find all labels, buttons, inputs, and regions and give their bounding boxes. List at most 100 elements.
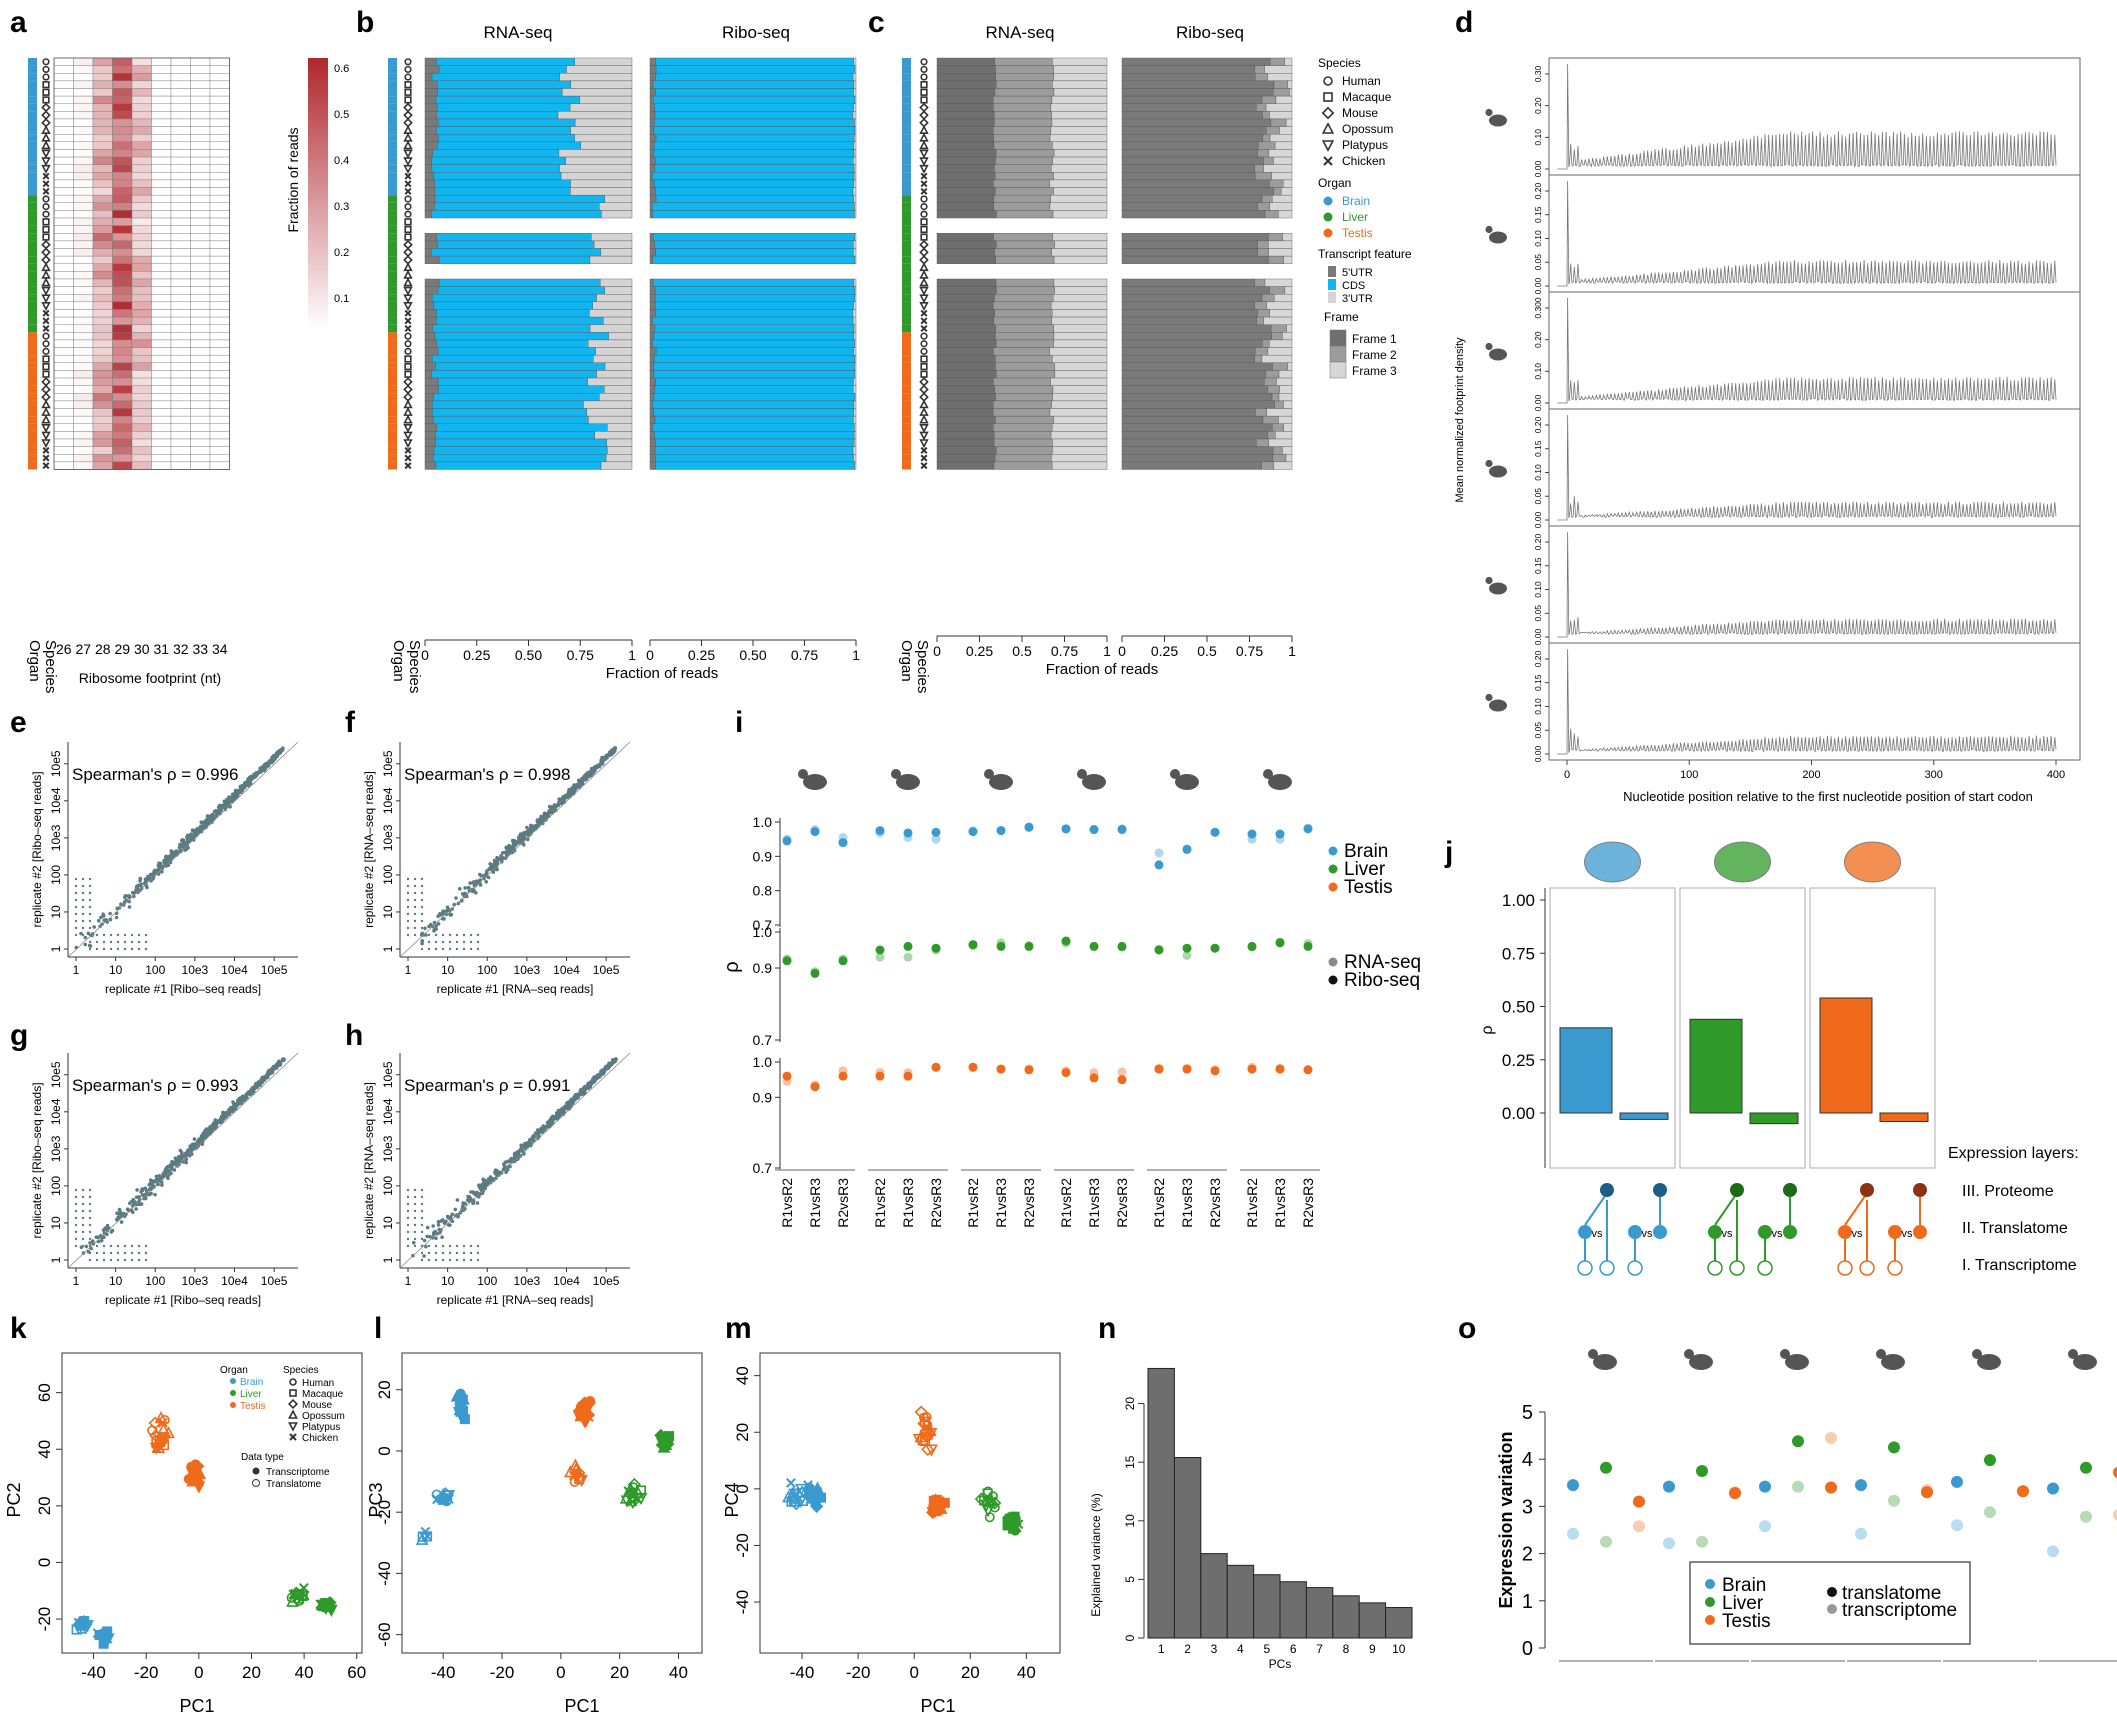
species-symbol bbox=[403, 406, 413, 416]
heatmap-cell bbox=[190, 95, 211, 104]
panel-d-density-tracks: 0.000.100.200.300.000.050.100.150.200.00… bbox=[1485, 57, 2081, 781]
organ-strip-cell bbox=[388, 294, 397, 302]
scatter-point bbox=[130, 940, 134, 944]
bar-3utr bbox=[854, 202, 857, 211]
heatmap-cell bbox=[170, 362, 191, 371]
bar-cds bbox=[652, 278, 855, 287]
heatmap-cell bbox=[209, 133, 230, 143]
frame3-bar bbox=[1276, 377, 1293, 386]
bar-3utr bbox=[853, 301, 857, 310]
frame2-bar bbox=[994, 294, 1054, 303]
scatter-point bbox=[406, 891, 410, 895]
organ-strip-cell bbox=[902, 408, 911, 417]
frame1-bar bbox=[936, 278, 997, 287]
bar-3utr bbox=[589, 324, 633, 333]
heatmap-cell bbox=[151, 103, 172, 112]
legend-organ-label: Testis bbox=[1344, 877, 1393, 898]
heatmap-cell bbox=[190, 454, 211, 463]
bar-3utr bbox=[565, 156, 633, 165]
heatmap-frame bbox=[53, 57, 230, 470]
species-symbol bbox=[42, 218, 50, 226]
y-tick-label: 0.10 bbox=[1533, 698, 1543, 715]
scatter-point bbox=[477, 1184, 482, 1189]
heatmap-cell bbox=[190, 370, 211, 379]
heatmap-cell bbox=[92, 210, 113, 219]
frame1-bar bbox=[1121, 339, 1263, 348]
scatter-point bbox=[246, 1090, 251, 1095]
y-tick-label: 10e4 bbox=[49, 787, 63, 814]
frame3-bar bbox=[1052, 156, 1108, 165]
scatter-point bbox=[455, 1258, 459, 1262]
bar-5utr bbox=[424, 431, 436, 440]
panel-letter-f: f bbox=[345, 706, 356, 739]
organ-strip-cell bbox=[388, 309, 397, 318]
scatter-point bbox=[448, 947, 452, 951]
bar-cds bbox=[438, 385, 605, 394]
y-tick-label: 15 bbox=[1123, 1455, 1137, 1469]
organ-strip-cell bbox=[388, 187, 397, 196]
scatter-point bbox=[116, 1251, 120, 1255]
x-tick-label: 26 bbox=[56, 641, 72, 657]
heatmap-cell bbox=[209, 294, 230, 303]
frame1-bar bbox=[936, 408, 994, 417]
scatter-point bbox=[116, 1258, 120, 1262]
organ-strip-cell bbox=[388, 240, 397, 249]
transcriptome-point bbox=[1888, 1494, 1900, 1507]
x-tick-label: 10 bbox=[109, 1274, 123, 1288]
scatter-point bbox=[450, 907, 455, 911]
bar-5utr bbox=[649, 80, 654, 89]
scatter-point bbox=[441, 933, 445, 937]
scatter-point bbox=[74, 1209, 78, 1213]
heatmap-cell bbox=[190, 126, 211, 135]
scatter-point bbox=[230, 1109, 235, 1114]
frame2-bar bbox=[1261, 294, 1275, 303]
panel-letter-g: g bbox=[10, 1019, 28, 1052]
heatmap-cell bbox=[92, 286, 113, 295]
species-symbol bbox=[919, 132, 929, 142]
scatter-xlabel: replicate #1 [RNA–seq reads] bbox=[437, 1293, 594, 1307]
species-symbol bbox=[919, 277, 929, 287]
ribo-seq-point bbox=[1061, 936, 1071, 946]
frame3-bar bbox=[1284, 57, 1293, 66]
bar-cds bbox=[431, 156, 566, 165]
frame2-bar bbox=[1266, 126, 1280, 135]
scatter-point bbox=[179, 1150, 184, 1155]
scatter-point bbox=[420, 912, 424, 916]
scatter-point bbox=[448, 1251, 452, 1255]
heatmap-cell bbox=[190, 255, 211, 264]
heatmap-cell bbox=[190, 415, 211, 424]
variance-bar bbox=[1358, 1602, 1387, 1639]
frame3-bar bbox=[1261, 354, 1293, 363]
frame1-bar bbox=[1121, 111, 1263, 120]
y-tick-label: 0.7 bbox=[753, 1032, 773, 1048]
heatmap-cell bbox=[53, 385, 74, 394]
scatter-point bbox=[578, 780, 583, 785]
heatmap-cell bbox=[151, 393, 172, 402]
bar-5utr bbox=[424, 95, 437, 104]
species-symbol bbox=[41, 406, 51, 416]
scatter-point bbox=[144, 940, 148, 944]
frame3-bar bbox=[1268, 240, 1293, 249]
species-symbol bbox=[919, 302, 929, 312]
scatter-point bbox=[558, 799, 562, 804]
heatmap-cell bbox=[92, 141, 113, 150]
ribo-seq-point bbox=[996, 826, 1006, 836]
scatter-point bbox=[420, 877, 424, 881]
species-symbol bbox=[920, 58, 928, 66]
frame2-bar bbox=[993, 179, 1051, 188]
heatmap-cell bbox=[73, 65, 94, 74]
scatter-point bbox=[137, 1251, 141, 1255]
species-symbol bbox=[404, 202, 412, 211]
heatmap-cell bbox=[53, 248, 74, 257]
frame1-bar bbox=[1121, 362, 1273, 371]
heatmap-cell bbox=[73, 141, 94, 150]
heatmap-cell bbox=[190, 271, 211, 280]
translatome-node bbox=[1838, 1225, 1852, 1239]
organ-strip-cell bbox=[28, 172, 37, 180]
heatmap-cell bbox=[53, 118, 74, 127]
scatter-point bbox=[262, 763, 267, 767]
heatmap-cell bbox=[131, 88, 152, 97]
bar-cds bbox=[655, 454, 854, 463]
x-tick-label: 0 bbox=[194, 1663, 203, 1682]
organ-strip-cell bbox=[28, 141, 37, 150]
